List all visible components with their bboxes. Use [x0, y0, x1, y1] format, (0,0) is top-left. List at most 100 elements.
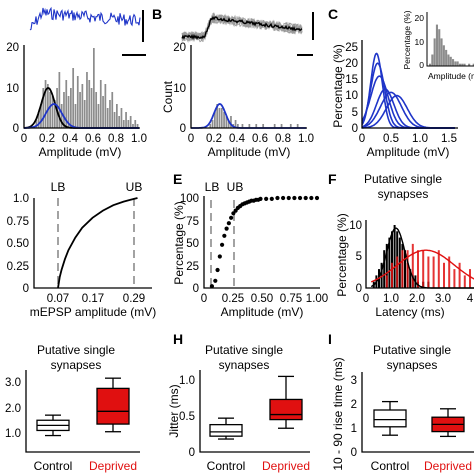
panel-a-xtick: 0.4 — [62, 133, 79, 145]
panel-g-title-line1: Putative single — [37, 343, 115, 357]
a-bar — [132, 124, 134, 128]
a-bar — [76, 76, 79, 128]
panel-g: Putative single synapses 1.0 2.0 3.0 Con… — [5, 343, 140, 473]
panel-f-axes — [365, 220, 474, 289]
panel-c-inset-bar — [472, 63, 474, 66]
panel-h-title-line2: synapses — [219, 358, 270, 372]
panel-i-ytick: 2 — [351, 399, 357, 411]
panel-d-yticks: 0 0.25 0.50 0.75 1.0 — [7, 193, 29, 295]
a-bar — [106, 108, 109, 128]
panel-a-yticks: 0 10 20 — [6, 42, 19, 135]
panel-c-inset-bar — [454, 61, 457, 66]
panel-e-ylabel: Percentage (%) — [172, 201, 186, 284]
a-bar — [86, 72, 88, 128]
panel-c-inset-bar — [433, 38, 436, 66]
panel-b-xtick: 0 — [188, 133, 194, 145]
panel-e-point — [258, 196, 263, 201]
panel-d-ytick: 0.50 — [7, 238, 29, 250]
a-bar — [122, 120, 125, 128]
panel-f-title-line2: synapses — [378, 187, 429, 201]
panel-e-point — [219, 242, 225, 247]
a-bar — [99, 80, 102, 128]
panel-c-xtick: 0.5 — [383, 133, 399, 145]
panel-b-yticks: 0 10 20 — [173, 42, 186, 135]
panel-h-ytick: 0.5 — [179, 411, 195, 423]
b-bar — [223, 112, 225, 128]
panel-b-xtick: 0.4 — [229, 133, 246, 145]
panel-g-axes — [25, 370, 140, 453]
panel-a-xtick: 0.6 — [85, 133, 101, 145]
panel-d-axes — [33, 198, 152, 289]
b-bar — [218, 108, 221, 128]
panel-a-ytick: 20 — [6, 42, 19, 54]
a-bar — [63, 92, 65, 128]
panel-f-histograms — [372, 225, 471, 288]
panel-i-category-control: Control — [371, 459, 410, 473]
a-bar — [40, 104, 42, 128]
panel-e-point — [269, 196, 274, 201]
panel-b-xtick: 0.2 — [206, 133, 222, 145]
panel-a-xtick: 0.8 — [108, 133, 124, 145]
a-bar — [58, 72, 61, 128]
a-bar — [120, 108, 123, 128]
panel-c-inset-bar — [458, 63, 461, 66]
a-bar — [125, 112, 127, 128]
panel-f-xtick: 4 — [467, 293, 474, 305]
a-bar — [74, 104, 77, 128]
panel-f-yticks: 0 5 10 — [349, 220, 362, 295]
panel-e-point — [217, 254, 222, 259]
a-bar — [81, 84, 84, 128]
panel-e-xlabel: Amplitude (mV) — [221, 305, 304, 319]
panel-c-inset-ytick: 10 — [415, 37, 425, 47]
a-bar — [127, 120, 130, 128]
panel-g-yticks: 1.0 2.0 3.0 — [5, 377, 21, 440]
panel-e-xtick: 0 — [201, 293, 207, 305]
panel-f-xtick: 2.0 — [409, 293, 425, 305]
panel-f-bar-deprived — [469, 269, 471, 288]
panel-e-point — [226, 221, 231, 226]
panel-i-yticks: 0 1 2 3 — [351, 375, 357, 459]
a-bar — [79, 92, 81, 128]
panel-a: 0 10 20 0 0.2 0.4 0.6 0.8 1.0 Amplitude … — [6, 6, 147, 159]
panel-h-letter: H — [173, 331, 183, 347]
panel-c-inset-bar — [463, 63, 466, 66]
a-bar — [116, 104, 118, 128]
panel-i-ytick: 0 — [351, 447, 357, 459]
panel-g-boxes — [36, 377, 130, 437]
panel-b-ytick: 0 — [180, 123, 186, 135]
panel-c-xticks: 0 0.5 1.0 1.5 — [359, 133, 457, 145]
b-bar — [209, 124, 212, 128]
panel-c-xtick: 1.0 — [412, 133, 428, 145]
panel-e-point — [292, 195, 297, 201]
panel-f-bar-control — [383, 250, 386, 288]
a-bar — [67, 96, 70, 128]
panel-f-bar-control — [385, 243, 388, 288]
panel-c-inset-bar — [461, 63, 464, 66]
panel-f-bar-deprived — [391, 262, 393, 288]
panel-e-ytick: 50 — [186, 238, 199, 250]
a-bar — [102, 96, 104, 128]
panel-a-trace-line — [29, 6, 141, 31]
panel-g-title-line2: synapses — [51, 358, 102, 372]
b-bar — [211, 120, 214, 128]
panel-f-xticks: 0 1.0 2.0 3.0 4 — [363, 293, 474, 305]
panel-c-inset-ytick: 20 — [415, 13, 425, 23]
panel-c-inset-bar — [456, 61, 459, 66]
panel-c-letter: C — [328, 6, 338, 22]
panel-e-ytick: 75 — [186, 216, 199, 228]
panel-e: E LB UB 0 25 50 75 100 0 0.25 0.50 0.75 … — [172, 171, 328, 319]
panel-a-ytick: 0 — [13, 123, 19, 135]
a-bar — [42, 88, 45, 128]
b-bar — [227, 120, 230, 128]
panel-a-trace — [29, 6, 141, 31]
g-deprived-box — [96, 387, 130, 425]
panel-d-xtick: 0.17 — [82, 293, 104, 305]
panel-b: B 0 10 20 0 0.2 0.4 0.6 0.8 1.0 Amplitud… — [152, 6, 314, 159]
panel-f-bar-deprived — [437, 250, 440, 288]
b-bar — [234, 120, 237, 128]
panel-c-ytick: 20 — [345, 58, 358, 70]
panel-b-xtick: 0.6 — [252, 133, 268, 145]
b-bar — [273, 124, 276, 128]
panel-e-point — [264, 196, 269, 201]
a-bar — [129, 116, 132, 128]
